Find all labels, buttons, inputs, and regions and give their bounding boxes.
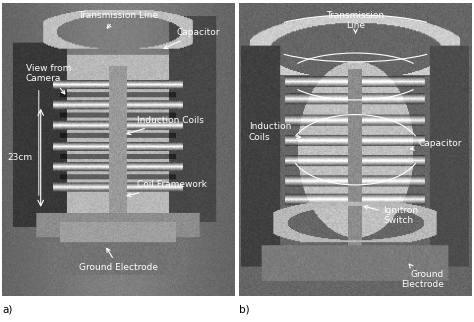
Text: Coil Framework: Coil Framework xyxy=(127,180,207,197)
Text: Ground Electrode: Ground Electrode xyxy=(79,248,158,271)
Text: b): b) xyxy=(239,304,250,314)
Text: Capacitor: Capacitor xyxy=(164,28,220,49)
Text: 23cm: 23cm xyxy=(8,153,33,162)
Text: Capacitor: Capacitor xyxy=(410,139,462,150)
Text: Ground
Electrode: Ground Electrode xyxy=(401,264,444,289)
Text: Induction Coils: Induction Coils xyxy=(127,116,204,135)
Text: a): a) xyxy=(2,304,13,314)
Text: View from
Camera: View from Camera xyxy=(26,64,71,94)
Text: Transmission
Line: Transmission Line xyxy=(327,11,384,33)
Text: Transmission Line: Transmission Line xyxy=(79,11,158,28)
Text: Ignitron
Switch: Ignitron Switch xyxy=(364,205,419,225)
Text: Induction
Coils: Induction Coils xyxy=(249,122,301,142)
